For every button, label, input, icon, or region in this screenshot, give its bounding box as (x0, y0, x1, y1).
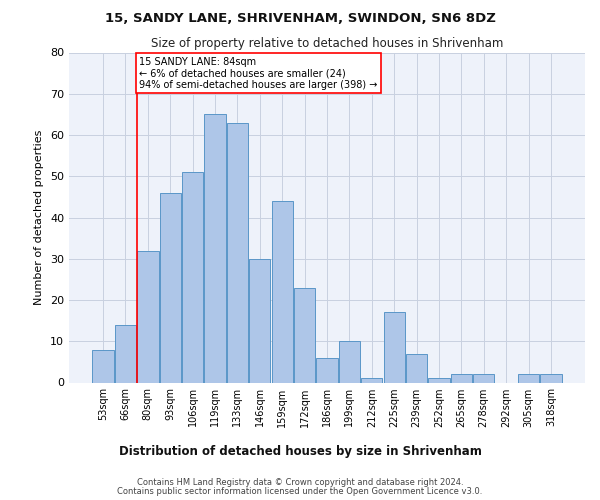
Text: 15, SANDY LANE, SHRIVENHAM, SWINDON, SN6 8DZ: 15, SANDY LANE, SHRIVENHAM, SWINDON, SN6… (104, 12, 496, 26)
Bar (205, 114, 226, 382)
Bar (92, 350, 114, 382)
Bar (518, 374, 539, 382)
Bar (383, 312, 405, 382)
Bar (182, 172, 203, 382)
Bar (272, 201, 293, 382)
Bar (451, 374, 472, 382)
Y-axis label: Number of detached properties: Number of detached properties (34, 130, 44, 305)
Text: 15 SANDY LANE: 84sqm
← 6% of detached houses are smaller (24)
94% of semi-detach: 15 SANDY LANE: 84sqm ← 6% of detached ho… (139, 56, 377, 90)
Bar (540, 374, 562, 382)
Bar (294, 288, 315, 382)
Bar (361, 378, 382, 382)
Text: Contains public sector information licensed under the Open Government Licence v3: Contains public sector information licen… (118, 487, 482, 496)
Bar (137, 250, 158, 382)
Bar (428, 378, 449, 382)
Bar (160, 192, 181, 382)
Bar (473, 374, 494, 382)
Bar (227, 122, 248, 382)
Bar (316, 358, 338, 382)
Bar (339, 341, 360, 382)
Bar (406, 354, 427, 382)
Text: Contains HM Land Registry data © Crown copyright and database right 2024.: Contains HM Land Registry data © Crown c… (137, 478, 463, 487)
Text: Distribution of detached houses by size in Shrivenham: Distribution of detached houses by size … (119, 445, 481, 458)
Bar (249, 259, 271, 382)
Bar (115, 325, 136, 382)
Title: Size of property relative to detached houses in Shrivenham: Size of property relative to detached ho… (151, 37, 503, 50)
